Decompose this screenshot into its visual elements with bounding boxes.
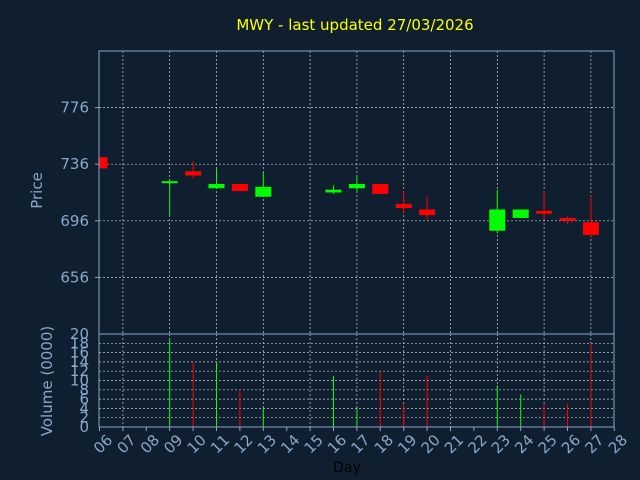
x-tick-label: 16 xyxy=(324,431,350,457)
x-tick-label: 25 xyxy=(535,431,561,457)
x-tick-label: 27 xyxy=(581,431,607,457)
candle xyxy=(512,209,529,218)
volume-tick-label: 8 xyxy=(79,381,89,399)
candle-body xyxy=(208,184,225,189)
candle xyxy=(348,175,365,192)
x-tick-label: 18 xyxy=(371,431,397,457)
candle xyxy=(208,168,225,189)
candle xyxy=(536,191,553,220)
price-tick-label: 736 xyxy=(60,155,89,173)
x-tick-label: 17 xyxy=(347,431,373,457)
x-tick-label: 15 xyxy=(301,431,327,457)
x-axis-label: Day xyxy=(333,460,361,476)
volume-tick-label: 2 xyxy=(79,409,89,427)
candle xyxy=(161,179,178,216)
candle-body xyxy=(325,189,342,193)
x-tick-label: 07 xyxy=(113,431,139,457)
candle-body xyxy=(395,203,412,209)
candle-body xyxy=(255,186,272,197)
candle xyxy=(489,189,506,234)
candle-body xyxy=(348,184,365,189)
price-tick-label: 776 xyxy=(60,99,89,117)
x-tick-label: 23 xyxy=(488,431,514,457)
candle xyxy=(231,184,248,192)
candle xyxy=(255,172,272,197)
candle-body xyxy=(419,209,436,216)
volume-tick-label: 14 xyxy=(70,353,89,371)
volume-tick-label: 16 xyxy=(70,344,89,362)
price-axis-label: Price xyxy=(28,172,46,209)
candle-body xyxy=(512,209,529,218)
volume-tick-label: 12 xyxy=(70,362,89,380)
candle xyxy=(582,195,599,237)
x-tick-label: 11 xyxy=(207,431,233,457)
volume-bars xyxy=(169,338,592,427)
candle xyxy=(559,216,576,224)
volume-tick-label: 18 xyxy=(70,334,89,352)
x-tick-label: 28 xyxy=(605,431,631,457)
candle-body xyxy=(185,171,202,176)
candle xyxy=(99,157,108,169)
candle-body xyxy=(582,222,599,235)
x-tick-label: 21 xyxy=(441,431,467,457)
candle-body xyxy=(161,181,178,184)
price-grid xyxy=(99,51,614,334)
candle-body xyxy=(99,157,108,169)
price-tick-label: 696 xyxy=(60,212,89,230)
volume-tick-label: 6 xyxy=(79,390,89,408)
x-tick-label: 08 xyxy=(137,431,163,457)
x-tick-label: 22 xyxy=(464,431,490,457)
x-tick-label: 14 xyxy=(277,431,303,457)
candle xyxy=(325,185,342,194)
x-tick-label: 24 xyxy=(511,431,537,457)
x-tick-label: 06 xyxy=(90,431,116,457)
candle-body xyxy=(372,184,389,194)
candles xyxy=(99,157,599,237)
price-y-tick-labels: 656 696 736 776 xyxy=(60,99,99,286)
volume-axis-label: Volume (0000) xyxy=(38,326,56,436)
candle xyxy=(185,161,202,179)
chart-title: MWY - last updated 27/03/2026 xyxy=(236,16,473,34)
candle xyxy=(419,196,436,220)
volume-tick-label: 20 xyxy=(70,325,89,343)
x-tick-label: 13 xyxy=(254,431,280,457)
x-tick-label: 19 xyxy=(394,431,420,457)
x-tick-label: 12 xyxy=(230,431,256,457)
x-tick-label: 09 xyxy=(160,431,186,457)
x-tick-label: 26 xyxy=(558,431,584,457)
volume-tick-label: 0 xyxy=(79,418,89,436)
x-tick-label: 10 xyxy=(184,431,210,457)
volume-tick-label: 4 xyxy=(79,399,89,417)
candle-body xyxy=(536,210,553,214)
volume-tick-label: 10 xyxy=(70,372,89,390)
candle xyxy=(372,184,389,194)
candle-body xyxy=(559,217,576,221)
candle-body xyxy=(489,209,506,231)
candle xyxy=(395,191,412,214)
price-tick-label: 656 xyxy=(60,268,89,286)
candle-body xyxy=(231,184,248,192)
x-tick-label: 20 xyxy=(418,431,444,457)
price-frame xyxy=(98,50,615,335)
price-panel: 656 696 736 776 Price xyxy=(28,50,615,335)
x-tick-labels: 0607080910111213141516171819202122232425… xyxy=(90,427,631,457)
